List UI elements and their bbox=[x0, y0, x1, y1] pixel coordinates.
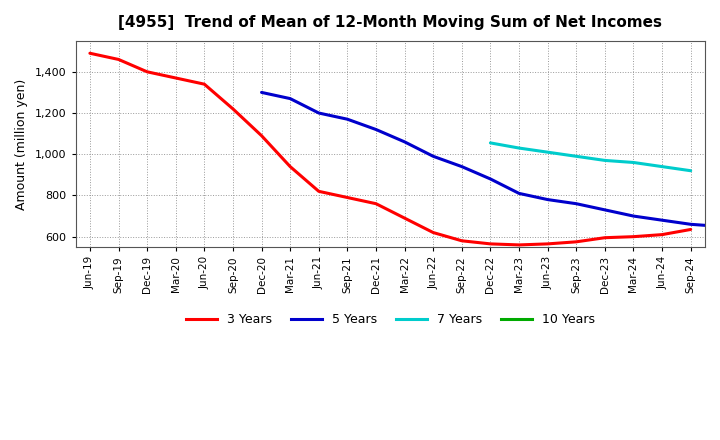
Y-axis label: Amount (million yen): Amount (million yen) bbox=[15, 78, 28, 209]
Title: [4955]  Trend of Mean of 12-Month Moving Sum of Net Incomes: [4955] Trend of Mean of 12-Month Moving … bbox=[118, 15, 662, 30]
Legend: 3 Years, 5 Years, 7 Years, 10 Years: 3 Years, 5 Years, 7 Years, 10 Years bbox=[181, 308, 600, 331]
